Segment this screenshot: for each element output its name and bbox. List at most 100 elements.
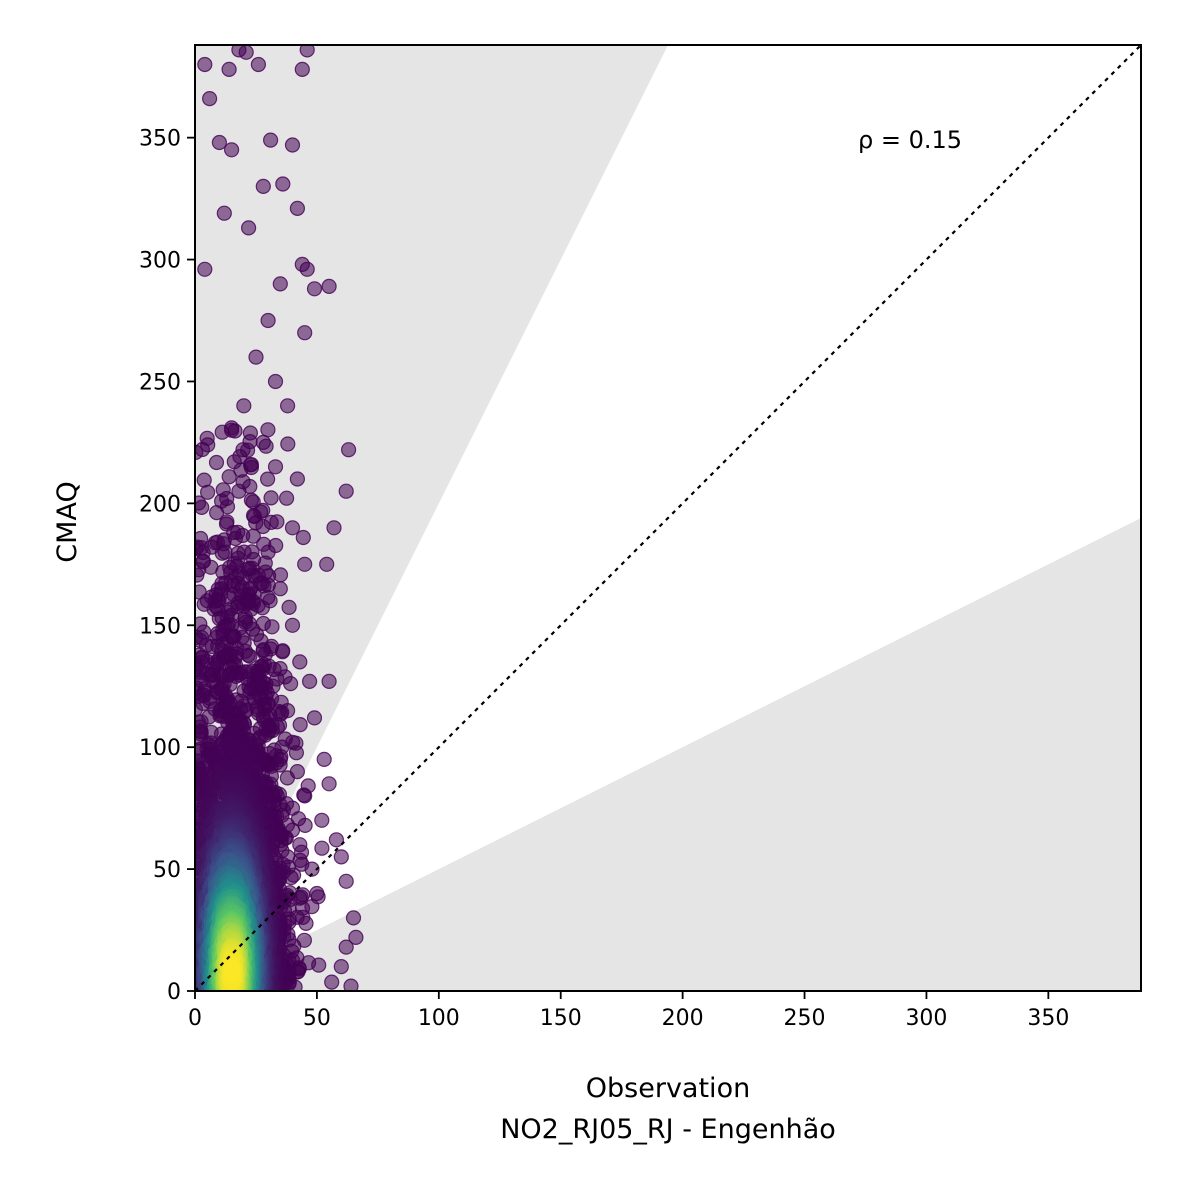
point: [195, 567, 205, 583]
point: [299, 261, 315, 277]
point: [306, 710, 323, 726]
y-tick-label: 0: [167, 980, 181, 1005]
x-tick-label: 350: [1027, 1006, 1069, 1031]
plot-area: [195, 45, 1141, 991]
point: [319, 556, 335, 572]
point: [214, 424, 230, 440]
point: [292, 716, 308, 733]
point: [299, 45, 315, 58]
point: [279, 490, 295, 506]
point: [302, 673, 318, 690]
y-tick-label: 50: [153, 858, 181, 883]
point: [200, 437, 216, 453]
point: [227, 423, 243, 439]
point: [338, 873, 354, 889]
point: [200, 484, 216, 500]
point: [338, 939, 354, 955]
point: [292, 654, 308, 670]
point: [314, 812, 330, 828]
correlation-annotation: ρ = 0.15: [858, 126, 962, 154]
point: [328, 832, 344, 848]
point: [197, 261, 213, 277]
y-tick-label: 100: [139, 736, 181, 761]
point: [221, 61, 237, 78]
point: [343, 978, 359, 991]
point: [292, 852, 308, 869]
point: [321, 776, 337, 792]
point: [314, 840, 330, 856]
point: [345, 910, 362, 926]
y-tick-label: 300: [139, 249, 181, 274]
point: [248, 349, 264, 365]
point: [250, 56, 266, 73]
point: [208, 454, 225, 471]
y-tick-label: 250: [139, 370, 181, 395]
point: [297, 556, 313, 572]
point: [221, 469, 237, 485]
point: [333, 849, 349, 865]
point: [348, 929, 364, 946]
point: [280, 436, 296, 452]
point: [209, 504, 225, 521]
point: [321, 673, 337, 690]
point: [214, 545, 230, 561]
x-tick-label: 100: [418, 1006, 460, 1031]
point: [236, 398, 252, 414]
point: [224, 961, 240, 978]
point: [267, 373, 284, 390]
point: [260, 312, 276, 329]
point: [333, 958, 349, 975]
point: [280, 398, 296, 414]
point: [255, 178, 271, 194]
point: [296, 787, 312, 803]
point: [284, 137, 301, 153]
point: [256, 536, 272, 552]
point: [316, 751, 332, 768]
point: [248, 515, 264, 531]
point: [279, 770, 295, 786]
point: [260, 422, 276, 438]
point: [295, 529, 311, 546]
x-tick-label: 0: [188, 1006, 202, 1031]
point: [289, 200, 305, 216]
x-tick-label: 200: [662, 1006, 704, 1031]
point: [211, 134, 227, 151]
point: [281, 599, 297, 616]
x-tick-label: 50: [303, 1006, 331, 1031]
point: [263, 132, 279, 148]
point: [255, 642, 271, 659]
point: [294, 61, 310, 78]
point: [258, 438, 274, 454]
point: [197, 56, 213, 73]
x-tick-label: 150: [540, 1006, 582, 1031]
point: [216, 205, 232, 221]
point: [272, 276, 288, 292]
point: [284, 617, 301, 633]
point: [241, 220, 257, 236]
x-axis-sublabel: NO2_RJ05_RJ - Engenhão: [500, 1114, 836, 1145]
y-tick-label: 200: [139, 492, 181, 517]
point: [238, 45, 254, 60]
point: [267, 459, 284, 475]
y-tick-label: 350: [139, 127, 181, 152]
point: [224, 142, 240, 158]
point: [260, 471, 276, 487]
x-axis-label: Observation: [586, 1073, 750, 1104]
point: [284, 520, 301, 536]
scatter-points: [195, 45, 364, 991]
point: [275, 176, 291, 192]
y-axis-label: CMAQ: [52, 481, 83, 562]
y-tick-label: 150: [139, 614, 181, 639]
point: [297, 325, 313, 341]
point: [289, 471, 305, 487]
point: [202, 90, 218, 107]
point: [341, 442, 357, 458]
band-lower: [195, 518, 1141, 991]
point: [306, 281, 323, 297]
point: [326, 520, 342, 536]
point: [324, 974, 340, 990]
x-tick-label: 250: [784, 1006, 826, 1031]
point: [242, 478, 258, 495]
point: [338, 483, 354, 499]
